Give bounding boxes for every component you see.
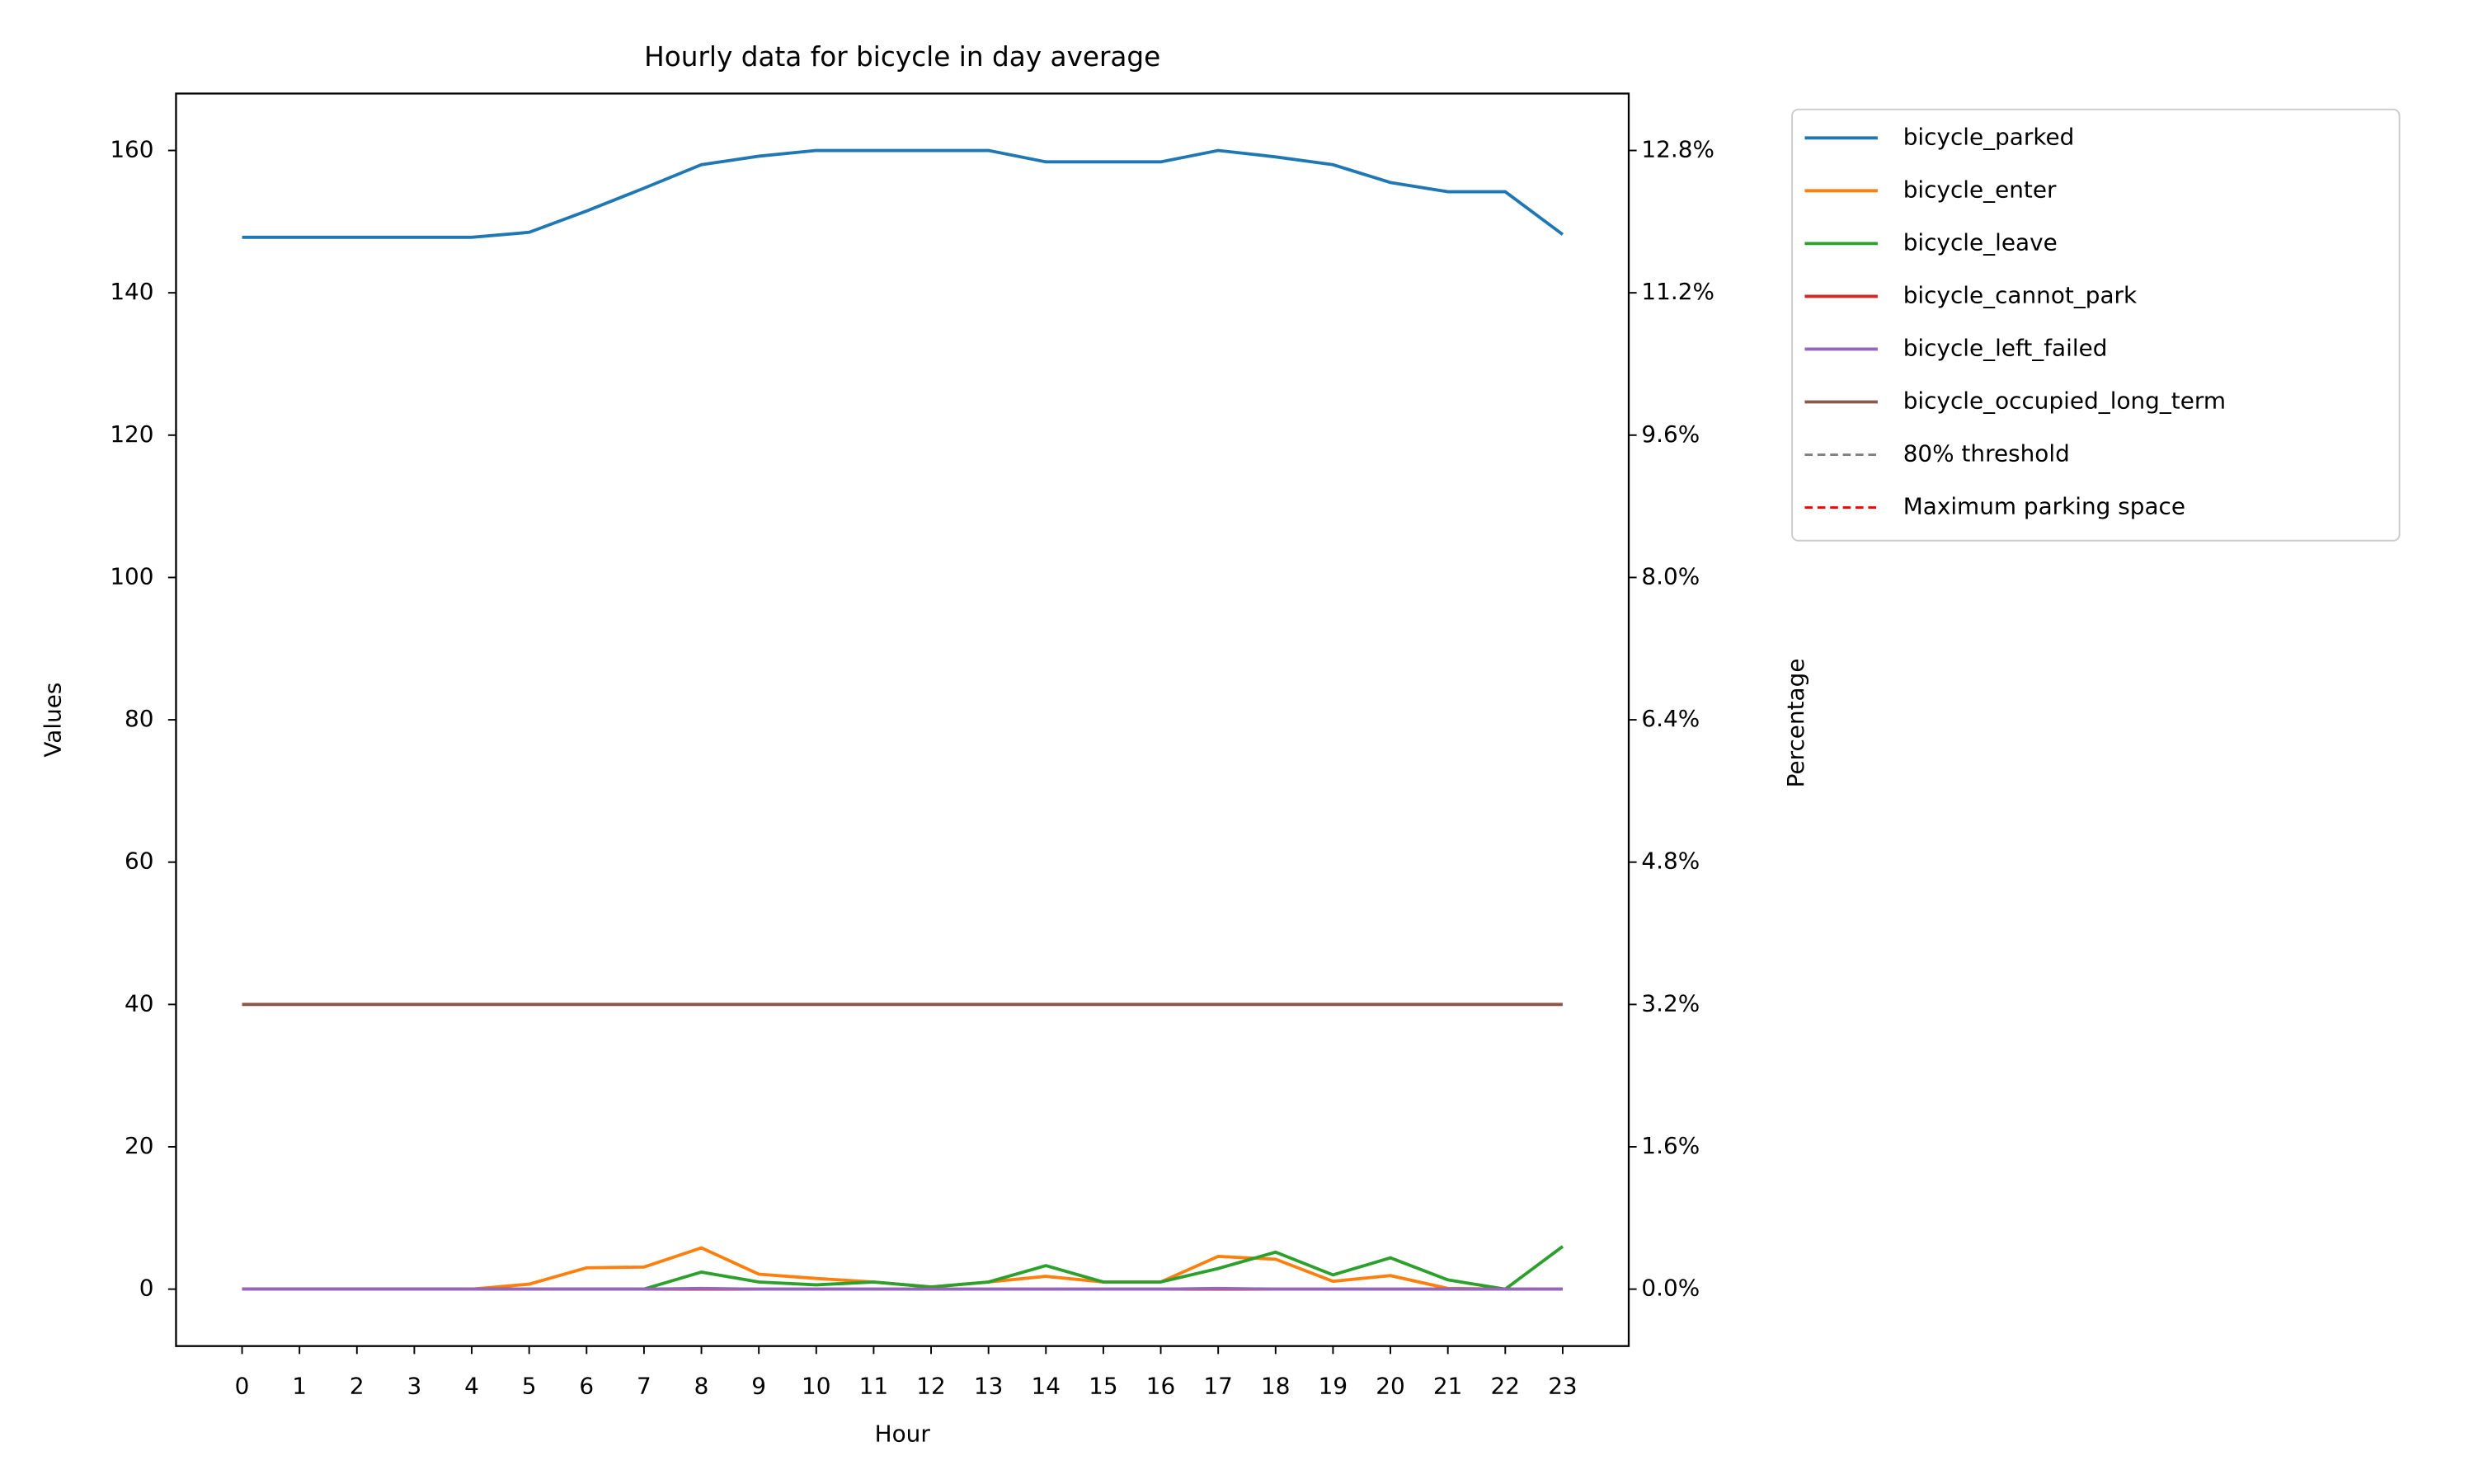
legend-label: bicycle_occupied_long_term <box>1903 387 2226 415</box>
y2-tick-label: 11.2% <box>1641 278 1714 305</box>
legend-box <box>1791 108 2401 542</box>
y-axis-label: Values <box>39 683 66 758</box>
x-tick-label: 9 <box>751 1373 766 1400</box>
legend-label: Maximum parking space <box>1903 493 2185 520</box>
x-tick-label: 1 <box>292 1373 307 1400</box>
y2-tick-label: 6.4% <box>1641 705 1700 732</box>
y2-tick-label: 3.2% <box>1641 989 1700 1017</box>
x-tick-label: 22 <box>1491 1373 1520 1400</box>
x-tick-label: 21 <box>1433 1373 1462 1400</box>
y-tick-label: 20 <box>125 1132 153 1159</box>
y2-tick-label: 8.0% <box>1641 562 1700 589</box>
x-tick-label: 13 <box>974 1373 1003 1400</box>
x-tick-label: 10 <box>802 1373 830 1400</box>
x-tick-label: 11 <box>859 1373 888 1400</box>
y-tick-label: 160 <box>110 136 153 163</box>
y-tick-label: 120 <box>110 420 153 448</box>
legend-label: bicycle_left_failed <box>1903 334 2108 361</box>
x-tick-label: 18 <box>1261 1373 1290 1400</box>
x-tick-label: 15 <box>1089 1373 1117 1400</box>
y2-tick-label: 12.8% <box>1641 136 1714 163</box>
y2-tick-label: 0.0% <box>1641 1275 1700 1302</box>
x-tick-label: 3 <box>407 1373 422 1400</box>
y2-tick-label: 1.6% <box>1641 1132 1700 1159</box>
series-line <box>242 148 1564 239</box>
x-tick-label: 20 <box>1376 1373 1404 1400</box>
y2-tick-label: 9.6% <box>1641 420 1700 448</box>
x-tick-label: 17 <box>1203 1373 1232 1400</box>
x-tick-label: 16 <box>1146 1373 1175 1400</box>
x-axis-label: Hour <box>875 1420 931 1447</box>
legend-label: bicycle_enter <box>1903 176 2057 203</box>
y-tick-label: 140 <box>110 278 153 305</box>
y-tick-label: 60 <box>125 848 153 875</box>
x-tick-label: 5 <box>522 1373 537 1400</box>
y2-axis-label: Percentage <box>1782 659 1809 788</box>
x-tick-label: 8 <box>694 1373 709 1400</box>
x-tick-label: 23 <box>1548 1373 1577 1400</box>
legend-label: bicycle_parked <box>1903 123 2075 150</box>
y-tick-label: 0 <box>139 1275 154 1302</box>
legend-label: bicycle_cannot_park <box>1903 281 2138 308</box>
series-line <box>242 1245 1564 1291</box>
axes-frame <box>175 92 1630 1347</box>
plot-area <box>242 148 1564 1291</box>
legend-label: 80% threshold <box>1903 440 2070 467</box>
y-tick-label: 80 <box>125 705 153 732</box>
x-tick-label: 7 <box>637 1373 651 1400</box>
y-tick-label: 40 <box>125 989 153 1017</box>
x-tick-label: 0 <box>235 1373 250 1400</box>
x-tick-label: 2 <box>350 1373 365 1400</box>
x-tick-label: 12 <box>916 1373 945 1400</box>
x-tick-label: 19 <box>1319 1373 1348 1400</box>
x-tick-label: 6 <box>579 1373 594 1400</box>
chart-title: Hourly data for bicycle in day average <box>644 41 1160 73</box>
x-tick-label: 14 <box>1032 1373 1061 1400</box>
y2-tick-label: 4.8% <box>1641 848 1700 875</box>
y-tick-label: 100 <box>110 562 153 589</box>
legend-label: bicycle_leave <box>1903 228 2058 256</box>
x-tick-label: 4 <box>464 1373 479 1400</box>
